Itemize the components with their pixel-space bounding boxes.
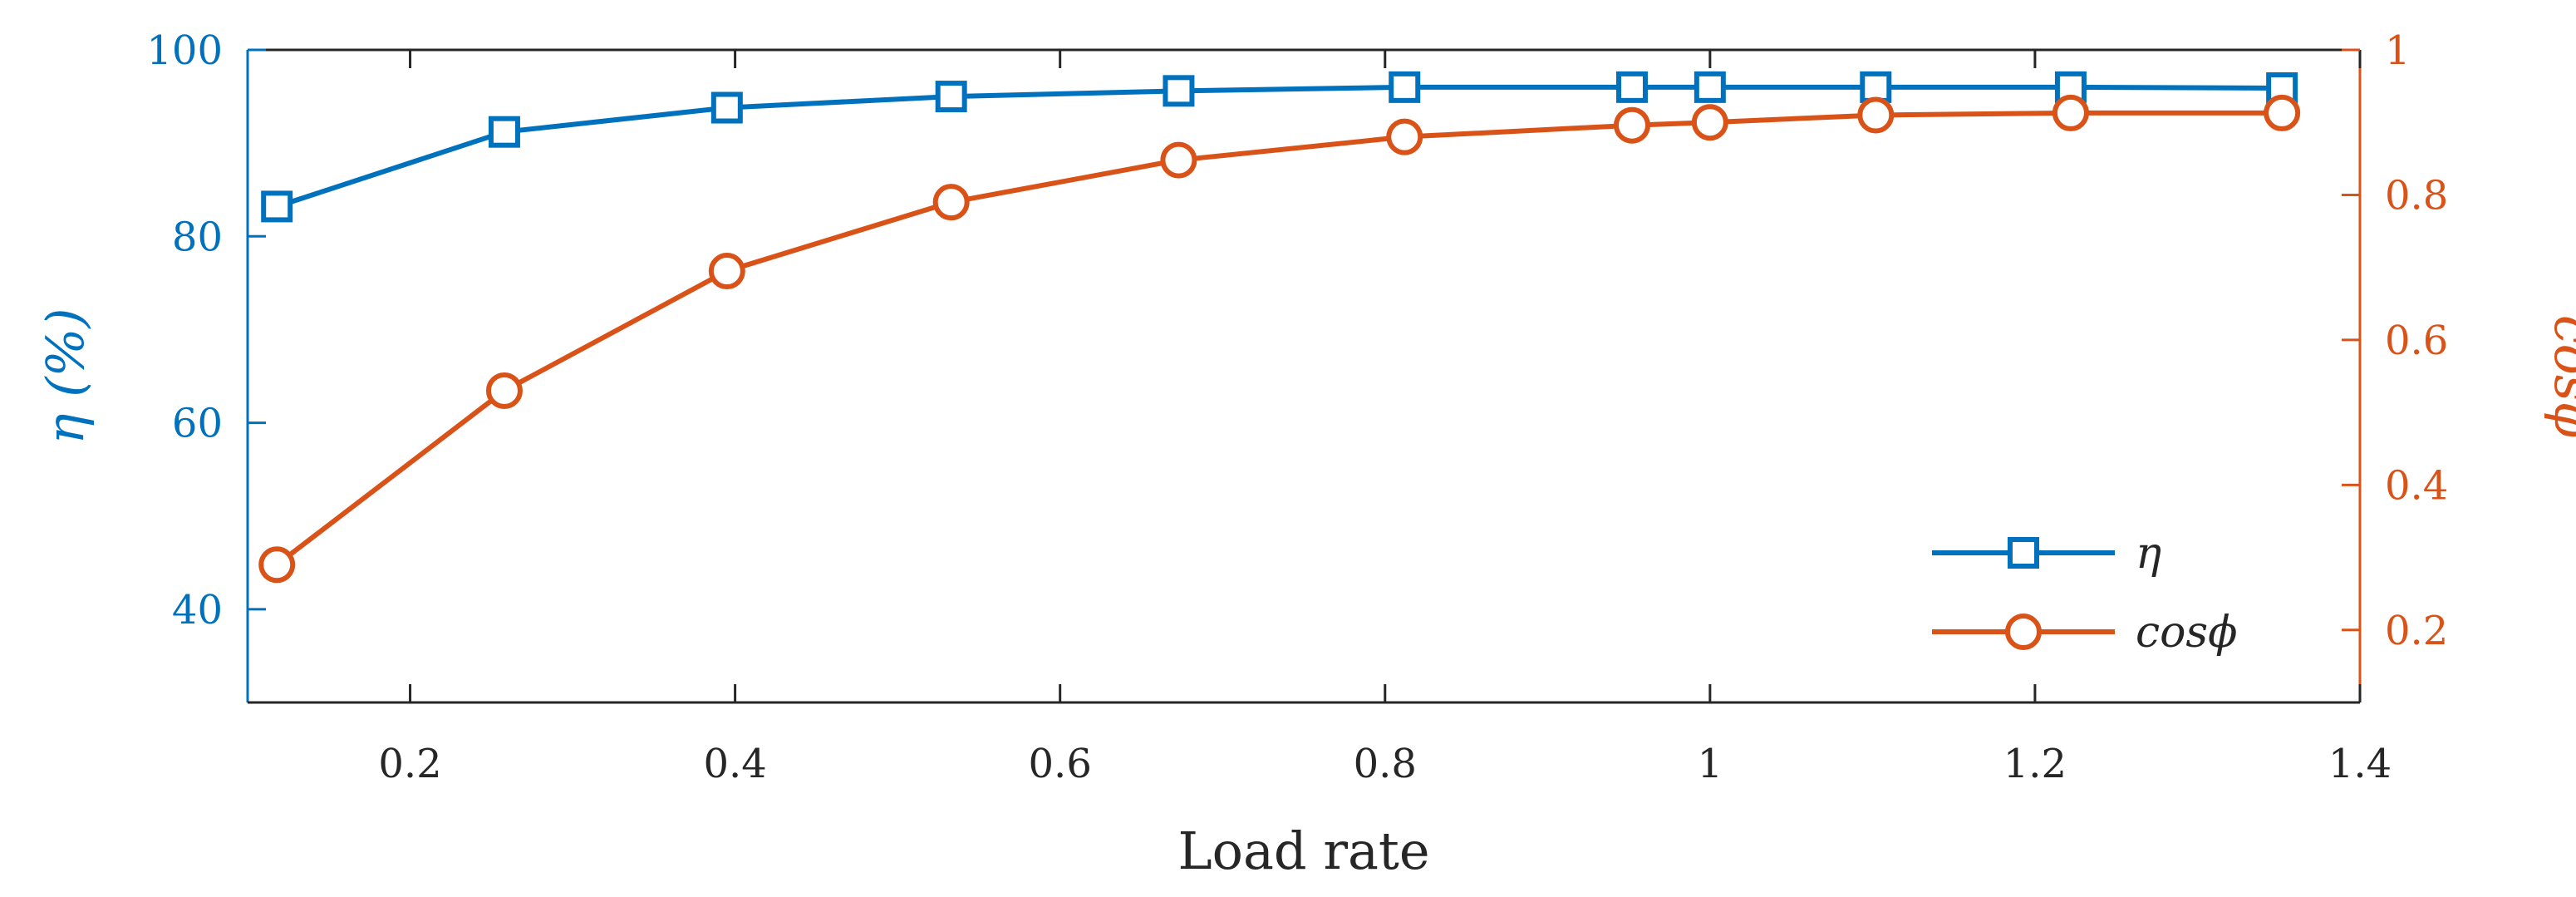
legend: η cosϕ — [1932, 529, 2238, 658]
legend-label-cos-phi: cosϕ — [2136, 608, 2238, 658]
x-tick-label: 1.4 — [2328, 741, 2392, 787]
data-point-cos-phi — [1613, 106, 1650, 144]
data-point-eta — [488, 116, 520, 148]
left-y-axis-label: η (%) — [35, 308, 96, 444]
data-point-cos-phi — [932, 184, 970, 221]
tick-marks — [248, 48, 2362, 702]
series-line-cos-phi — [275, 110, 2283, 567]
left-y-tick-label: 80 — [172, 214, 223, 260]
legend-marker-circle — [2005, 614, 2042, 650]
data-point-eta — [935, 81, 967, 113]
data-point-eta — [1389, 71, 1421, 103]
tick-labels: 0.2 0.4 0.6 0.8 1 1.2 1.4 40 60 80 100 0.2 0.4 0.6 0.8… — [146, 27, 2448, 787]
data-point-cos-phi — [1160, 141, 1197, 179]
left-y-tick-label: 60 — [172, 401, 223, 447]
x-tick-label: 0.8 — [1354, 741, 1417, 787]
x-tick-label: 1.2 — [2003, 741, 2067, 787]
series-line-eta — [276, 84, 2283, 209]
legend-item-eta: η — [1932, 529, 2161, 579]
axis-labels: Load rate η (%) cosφ — [35, 308, 2576, 881]
legend-item-cos-phi: cosϕ — [1932, 608, 2238, 658]
data-point-cos-phi — [708, 253, 745, 290]
data-point-eta — [261, 190, 293, 223]
data-point-eta — [1163, 75, 1195, 107]
x-tick-label: 0.4 — [703, 741, 766, 787]
data-point-cos-phi — [2264, 94, 2301, 131]
data-point-cos-phi — [258, 546, 296, 584]
right-y-axis-label: cosφ — [2543, 315, 2576, 438]
right-y-tick-label: 1 — [2385, 27, 2411, 74]
x-axis-label: Load rate — [1177, 821, 1429, 881]
data-point-eta — [1860, 71, 1892, 103]
x-tick-label: 1 — [1698, 741, 1723, 787]
legend-label-eta: η — [2136, 529, 2161, 579]
data-point-cos-phi — [1857, 96, 1895, 134]
data-point-cos-phi — [2052, 94, 2089, 131]
data-point-cos-phi — [1691, 104, 1728, 141]
right-y-tick-label: 0.2 — [2385, 608, 2448, 654]
right-y-tick-label: 0.8 — [2385, 172, 2448, 219]
data-point-cos-phi — [485, 372, 523, 409]
left-y-tick-label: 100 — [146, 27, 223, 74]
data-point-eta — [1694, 71, 1726, 103]
data-point-eta — [710, 91, 743, 124]
x-tick-label: 0.6 — [1029, 741, 1092, 787]
data-point-eta — [1615, 71, 1648, 103]
right-y-tick-label: 0.6 — [2385, 318, 2448, 364]
series-layer — [258, 71, 2301, 584]
axes — [246, 48, 2362, 704]
legend-marker-square — [2008, 537, 2039, 569]
x-tick-label: 0.2 — [378, 741, 441, 787]
data-point-cos-phi — [1386, 118, 1423, 155]
right-y-tick-label: 0.4 — [2385, 462, 2448, 509]
left-y-tick-label: 40 — [172, 587, 223, 633]
